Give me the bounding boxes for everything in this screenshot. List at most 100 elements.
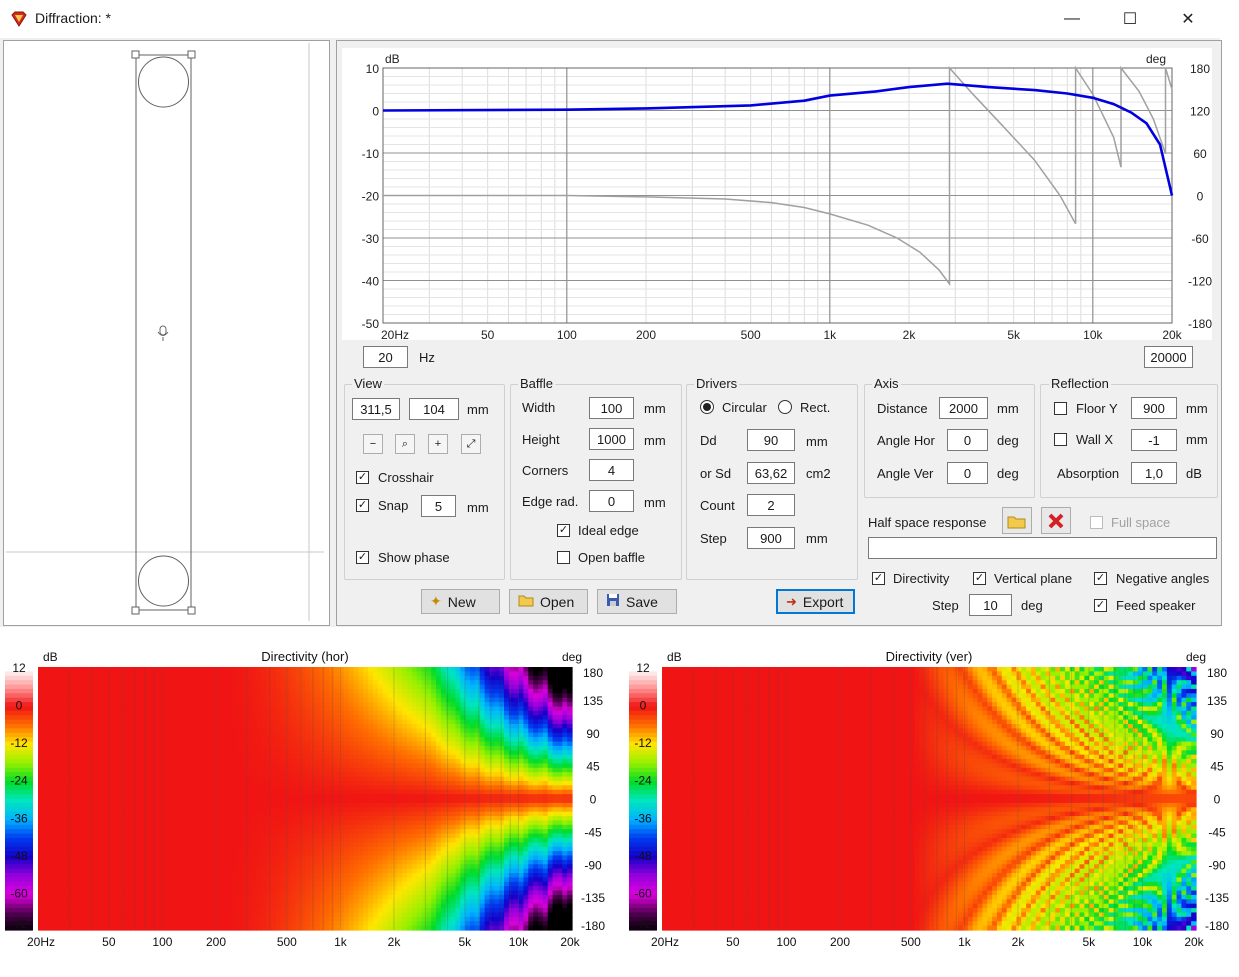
heatmap-cell (334, 886, 340, 892)
heatmap-cell (173, 789, 180, 795)
directivity-checkbox[interactable]: ✓ (872, 572, 885, 585)
heatmap-cell (280, 728, 287, 734)
heatmap-cell (305, 741, 311, 747)
heatmap-cell (314, 776, 321, 782)
view-x-input[interactable]: 311,5 (352, 398, 400, 420)
baffle-edge-input[interactable]: 0 (589, 490, 634, 512)
distance-input[interactable]: 2000 (939, 397, 988, 419)
heatmap-cell (314, 925, 321, 931)
heatmap-cell (237, 829, 243, 835)
heatmap-cell (392, 881, 398, 887)
vertical-plane-checkbox[interactable]: ✓ (973, 572, 986, 585)
heatmap-cell (411, 899, 418, 905)
heatmap-cell (188, 702, 194, 708)
heatmap-cell (110, 754, 117, 760)
folder-open-icon[interactable] (1002, 507, 1032, 534)
heatmap-cell (96, 789, 102, 795)
minimize-button[interactable]: — (1064, 10, 1080, 27)
freq-low-unit: Hz (419, 350, 435, 365)
heatmap-cell (183, 693, 190, 699)
heatmap-cell (343, 820, 350, 826)
floor-input[interactable]: 900 (1131, 397, 1177, 419)
baffle-width-input[interactable]: 100 (589, 397, 634, 419)
snap-checkbox[interactable]: ✓ (356, 499, 369, 512)
ideal-edge-checkbox[interactable]: ✓ (557, 524, 570, 537)
heatmap-cell (363, 684, 369, 690)
snap-input[interactable]: 5 (421, 495, 456, 517)
heatmap-cell (368, 745, 374, 751)
heatmap-cell (130, 820, 136, 826)
close-button[interactable]: ✕ (1181, 11, 1195, 28)
angle-hor-input[interactable]: 0 (947, 429, 988, 451)
dd-input[interactable]: 90 (747, 429, 795, 451)
wall-checkbox[interactable] (1054, 433, 1067, 446)
heatmap-cell (397, 710, 403, 716)
step-input[interactable]: 900 (747, 527, 795, 549)
heatmap-cell (329, 776, 335, 782)
expand-icon[interactable]: ⤢ (461, 434, 481, 454)
heatmap-cell (67, 886, 73, 892)
floor-checkbox[interactable] (1054, 402, 1067, 415)
heatmap-cell (387, 706, 393, 712)
absorption-input[interactable]: 1,0 (1131, 462, 1177, 484)
heatmap-cell (343, 754, 350, 760)
crosshair-checkbox[interactable]: ✓ (356, 471, 369, 484)
heatmap-cell (402, 667, 408, 672)
heatmap-cell (392, 816, 398, 822)
open-baffle-checkbox[interactable] (557, 551, 570, 564)
baffle-height-input[interactable]: 1000 (589, 428, 634, 450)
heatmap-cell (368, 886, 374, 892)
sd-input[interactable]: 63,62 (747, 462, 795, 484)
heatmap-cell (392, 842, 398, 848)
heatmap-cell (42, 807, 49, 813)
heatmap-cell (67, 785, 73, 791)
export-button[interactable]: ➜ Export (776, 589, 855, 614)
zoom-out-icon[interactable]: − (363, 434, 383, 454)
option-step-input[interactable]: 10 (969, 594, 1012, 616)
heatmap-cell (110, 776, 117, 782)
heatmap-cell (290, 855, 296, 861)
heatmap-cell (227, 693, 233, 699)
heatmap-cell (105, 715, 112, 721)
baffle-corners-input[interactable]: 4 (589, 459, 634, 481)
show-phase-checkbox[interactable]: ✓ (356, 551, 369, 564)
negative-angles-checkbox[interactable]: ✓ (1094, 572, 1107, 585)
heatmap-cell (309, 732, 316, 738)
heatmap-cell (241, 816, 248, 822)
feed-speaker-checkbox[interactable]: ✓ (1094, 599, 1107, 612)
heatmap-cell (178, 899, 185, 905)
save-button[interactable]: Save (597, 589, 677, 614)
freq-high-input[interactable]: 20000 (1144, 346, 1193, 368)
freq-low-input[interactable]: 20 (363, 346, 408, 368)
heatmap-cell (266, 873, 272, 878)
heatmap-cell (86, 750, 92, 756)
heatmap-cell (164, 851, 170, 857)
heatmap-cell (52, 763, 59, 769)
rect-radio[interactable] (778, 400, 792, 414)
heatmap-cell (256, 697, 262, 703)
full-space-checkbox[interactable] (1090, 516, 1103, 529)
heatmap-cell (110, 719, 117, 725)
baffle-drawing-canvas[interactable] (3, 40, 330, 626)
open-button[interactable]: Open (509, 589, 588, 614)
heatmap-cell (300, 886, 306, 892)
delete-icon[interactable] (1041, 507, 1071, 534)
wall-input[interactable]: -1 (1131, 429, 1177, 451)
count-input[interactable]: 2 (747, 494, 795, 516)
heatmap-cell (256, 912, 262, 918)
heatmap-cell (110, 833, 117, 839)
heatmap-cell (71, 723, 78, 729)
heatmap-cell (212, 842, 219, 848)
circular-radio[interactable] (700, 400, 714, 414)
maximize-button[interactable]: ☐ (1122, 11, 1138, 28)
angle-ver-input[interactable]: 0 (947, 462, 988, 484)
view-y-input[interactable]: 104 (409, 398, 459, 420)
zoom-fit-icon[interactable]: ⌕ (395, 434, 415, 454)
heatmap-cell (309, 873, 316, 878)
new-button[interactable]: ✦ New (421, 589, 500, 614)
zoom-in-icon[interactable]: + (428, 434, 448, 454)
heatmap-cell (81, 859, 88, 865)
heatmap-cell (416, 693, 423, 699)
half-space-path-input[interactable] (868, 537, 1217, 559)
heatmap-cell (207, 903, 214, 909)
